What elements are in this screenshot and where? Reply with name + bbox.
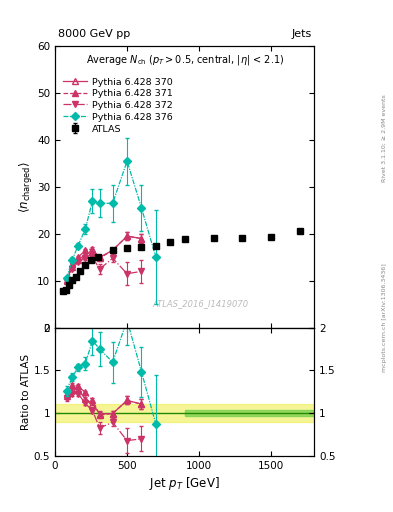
Pythia 6.428 372 [64,279,69,285]
Y-axis label: Ratio to ATLAS: Ratio to ATLAS [21,354,31,430]
Pythia 6.428 370 [110,247,115,253]
Text: 8000 GeV pp: 8000 GeV pp [58,29,130,39]
Text: Average $N_{\rm ch}$ ($p_T$$>$0.5, central, $|\eta|$ < 2.1): Average $N_{\rm ch}$ ($p_T$$>$0.5, centr… [86,53,284,67]
Bar [55,404,314,421]
Pythia 6.428 376 [97,200,102,206]
Pythia 6.428 371 [76,254,81,260]
Pythia 6.428 370 [90,249,95,255]
Pythia 6.428 376 [139,205,144,211]
Legend: Pythia 6.428 370, Pythia 6.428 371, Pythia 6.428 372, Pythia 6.428 376, ATLAS: Pythia 6.428 370, Pythia 6.428 371, Pyth… [62,76,173,135]
Y-axis label: $\langle n_{\rm charged}\rangle$: $\langle n_{\rm charged}\rangle$ [17,161,34,212]
Pythia 6.428 370 [97,254,102,260]
Pythia 6.428 370 [64,278,69,284]
Pythia 6.428 371 [139,236,144,242]
Pythia 6.428 370 [83,252,88,258]
Line: Pythia 6.428 371: Pythia 6.428 371 [63,233,145,283]
Text: Rivet 3.1.10; ≥ 2.9M events: Rivet 3.1.10; ≥ 2.9M events [382,94,387,182]
Pythia 6.428 370 [125,233,129,239]
Pythia 6.428 371 [90,246,95,252]
Pythia 6.428 371 [83,247,88,253]
Pythia 6.428 372 [70,266,75,272]
Pythia 6.428 376 [76,243,81,249]
Pythia 6.428 376 [125,158,129,164]
Pythia 6.428 372 [83,255,88,261]
Pythia 6.428 376 [70,257,75,263]
Bar [185,411,314,416]
Pythia 6.428 372 [139,268,144,274]
Pythia 6.428 372 [125,271,129,277]
Pythia 6.428 372 [90,254,95,260]
Pythia 6.428 376 [110,200,115,206]
Text: mcplots.cern.ch [arXiv:1306.3436]: mcplots.cern.ch [arXiv:1306.3436] [382,263,387,372]
Pythia 6.428 371 [110,247,115,253]
X-axis label: Jet $p_T$ [GeV]: Jet $p_T$ [GeV] [149,475,220,492]
Pythia 6.428 376 [90,198,95,204]
Pythia 6.428 372 [76,259,81,265]
Pythia 6.428 376 [83,226,88,232]
Pythia 6.428 370 [139,236,144,242]
Pythia 6.428 371 [97,255,102,261]
Pythia 6.428 372 [97,266,102,272]
Pythia 6.428 371 [125,233,129,239]
Pythia 6.428 370 [76,257,81,263]
Line: Pythia 6.428 376: Pythia 6.428 376 [64,158,159,281]
Pythia 6.428 372 [110,255,115,261]
Text: ATLAS_2016_I1419070: ATLAS_2016_I1419070 [152,299,248,308]
Pythia 6.428 376 [154,254,158,260]
Text: Jets: Jets [292,29,312,39]
Pythia 6.428 371 [70,261,75,267]
Pythia 6.428 376 [64,275,69,282]
Pythia 6.428 370 [70,264,75,270]
Pythia 6.428 371 [64,276,69,283]
Line: Pythia 6.428 370: Pythia 6.428 370 [63,233,145,284]
Line: Pythia 6.428 372: Pythia 6.428 372 [63,254,145,285]
